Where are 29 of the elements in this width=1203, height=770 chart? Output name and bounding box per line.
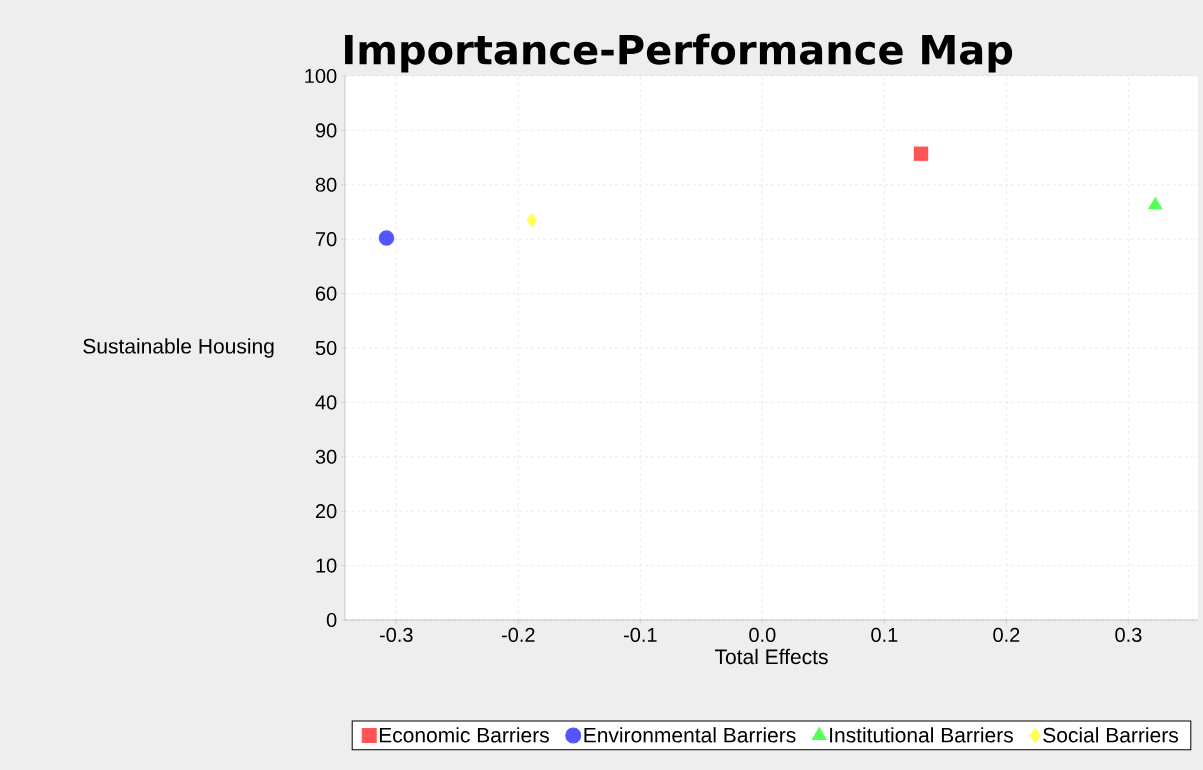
x-tick-label: 0.3	[1115, 627, 1142, 642]
y-tick-label: 60	[315, 286, 337, 301]
y-tick-label: 30	[315, 449, 337, 464]
y-tick-label: 70	[315, 232, 337, 247]
y-tick-label: 10	[316, 558, 337, 573]
y-axis-title: Sustainable Housing	[83, 338, 274, 358]
y-tick-label: 0	[326, 612, 337, 628]
x-axis-title: Total Effects	[714, 648, 828, 665]
y-tick-label: 20	[315, 504, 337, 519]
x-tick-label: -0.3	[379, 627, 413, 642]
x-tick-label: -0.2	[501, 627, 535, 642]
y-tick-label: 50	[315, 340, 337, 356]
legend-label: Institutional Barriers	[830, 727, 1013, 743]
x-tick-label: 0.1	[871, 627, 898, 642]
chart-title: Importance-Performance Map	[345, 33, 1013, 73]
point	[1148, 196, 1163, 210]
point	[526, 212, 538, 228]
x-tick-label: 0.0	[749, 627, 776, 642]
point	[378, 230, 395, 246]
legend-label: Social Barriers	[1043, 727, 1178, 743]
y-tick-label: 40	[315, 395, 337, 410]
legend-label: Environmental Barriers	[584, 727, 796, 743]
point	[913, 146, 929, 161]
y-tick-label: 80	[315, 177, 337, 192]
x-tick-label: 0.2	[993, 627, 1020, 642]
legend-label: Economic Barriers	[379, 727, 549, 743]
x-tick-label: -0.1	[623, 627, 657, 642]
y-tick-label: 100	[305, 68, 337, 84]
y-tick-label: 90	[315, 123, 337, 138]
